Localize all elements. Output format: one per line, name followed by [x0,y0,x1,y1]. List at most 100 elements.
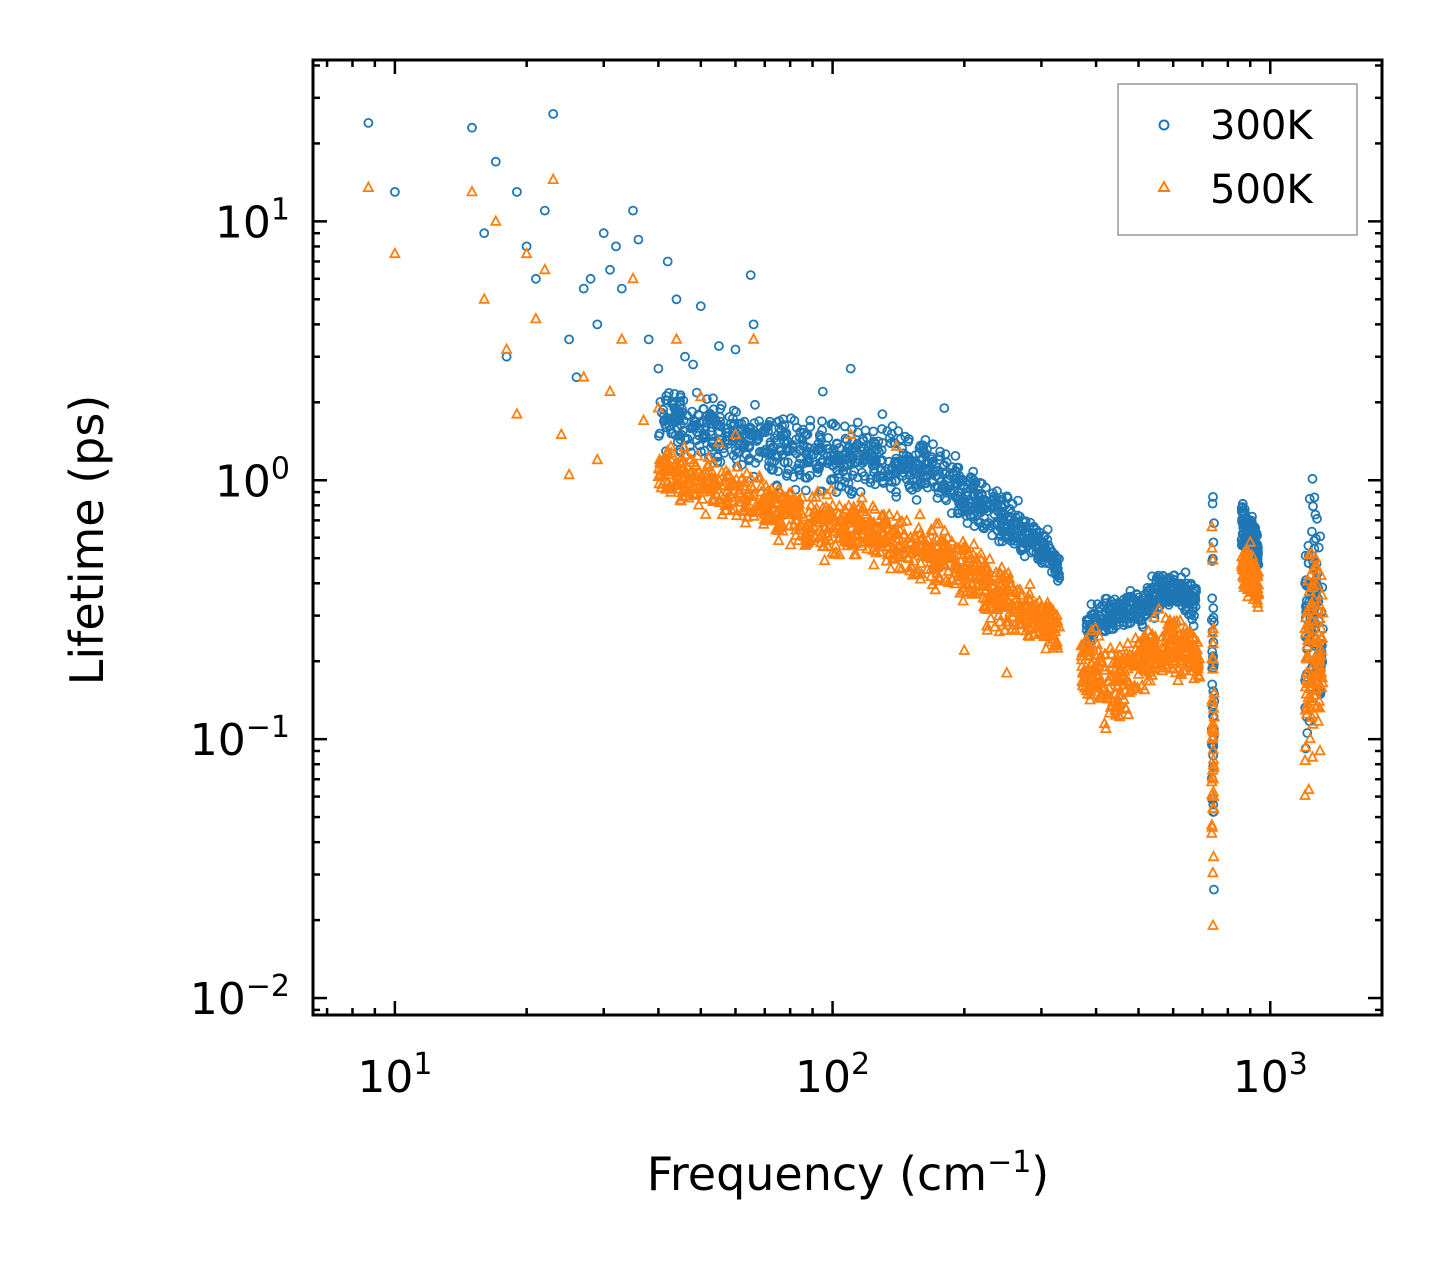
point-500k-band1 [1110,649,1123,661]
point-300k-band0 [760,448,771,459]
point-500k-band0 [1038,627,1051,639]
point-500k-11 [555,427,568,440]
point-300k-band0 [940,449,951,460]
point-500k-band0 [863,532,876,544]
point-300k-band1 [1173,584,1184,594]
point-300k-band0 [823,432,834,443]
point-500k-band0 [1020,607,1033,619]
point-300k-band0 [765,437,776,448]
point-500k-band0 [938,524,951,536]
point-500k-band1 [1093,660,1105,672]
point-500k-16 [615,332,628,344]
point-500k-band0 [665,446,678,458]
point-500k-band1 [1113,709,1126,722]
point-500k-band0 [678,440,691,452]
point-500k-band0 [722,470,735,483]
point-500k-band1 [1173,638,1185,651]
point-500k-band0 [932,557,945,570]
point-300k-band4 [1309,492,1320,503]
point-500k-band0 [684,452,697,464]
point-300k-band1 [1143,586,1154,596]
point-500k-band0 [867,515,880,528]
point-500k-25 [729,427,742,440]
point-500k-3 [478,292,491,304]
point-500k-band0 [739,516,752,528]
point-300k-band0 [678,415,689,426]
point-300k-band1 [1147,571,1157,582]
point-300k-band0 [744,455,754,466]
point-500k-band0 [967,547,980,559]
scatter-points-layer [362,109,1329,930]
point-300k-25 [671,294,682,305]
point-300k-13 [578,283,589,294]
point-500k-band0 [1004,579,1017,591]
point-500k-band4 [1311,699,1324,712]
point-300k-band0 [941,495,952,506]
point-500k-band0 [665,482,678,494]
point-300k-0 [363,118,374,128]
point-500k-19 [652,401,665,413]
point-500k-band2 [1205,826,1218,838]
point-500k-band0 [980,598,993,610]
point-500k-22 [683,485,696,497]
axis-ticks [313,60,1382,1015]
point-500k-band1 [1172,673,1184,685]
point-300k-band1 [1187,606,1198,616]
point-300k-band0 [795,427,806,438]
point-300k-band0 [729,418,740,429]
point-500k-13 [577,370,590,382]
point-300k-band0 [777,420,787,431]
point-500k-band0 [856,539,869,551]
point-500k-27 [844,427,857,440]
point-500k-band1 [1139,661,1152,673]
point-300k-band1 [1173,593,1183,604]
point-300k-band3 [1237,506,1247,517]
point-500k-15 [604,384,616,396]
point-500k-band3 [1250,584,1263,597]
point-500k-17 [627,271,639,284]
point-300k-band1 [1148,592,1159,602]
point-300k-10 [548,109,559,119]
point-500k-band1 [1148,634,1160,647]
point-500k-band0 [967,537,980,549]
point-500k-band4 [1303,548,1316,560]
point-500k-band0 [776,524,789,536]
point-500k-band0 [801,527,814,540]
point-300k-band0 [801,485,811,496]
point-500k-band0 [739,482,752,494]
point-500k-band0 [670,455,683,468]
point-500k-band1 [1166,662,1179,674]
point-500k-band0 [1046,632,1059,644]
point-500k-band0 [672,463,685,475]
axis-tick-labels: 101 102 103 10−2 10−1 100 101 [190,192,1308,1103]
point-300k-band1 [1151,572,1162,583]
point-500k-band1 [1161,628,1173,640]
point-300k-band0 [779,436,789,447]
point-300k-band0 [939,493,950,504]
point-500k-band0 [1050,608,1063,620]
point-500k-band4 [1306,576,1319,588]
point-300k-band0 [890,438,901,449]
point-500k-band0 [949,562,962,574]
point-500k-band0 [954,586,966,598]
point-500k-band4 [1312,714,1325,726]
point-300k-band4 [1307,473,1318,484]
point-300k-band0 [694,440,705,451]
point-300k-band0 [887,421,898,432]
point-500k-band0 [982,571,995,583]
point-300k-band0 [794,469,805,480]
point-500k-band0 [653,476,666,489]
point-300k-band2 [1207,593,1218,604]
point-300k-band0 [876,445,887,456]
point-300k-band0 [773,466,783,477]
point-500k-band1 [1127,650,1140,662]
point-500k-band0 [733,486,746,498]
point-500k-band3 [1251,596,1264,608]
point-300k-band0 [810,442,820,453]
point-300k-6 [512,186,522,197]
point-500k-band0 [701,467,714,479]
point-500k-band0 [977,599,990,612]
point-500k-band4 [1300,687,1313,699]
point-300k-band0 [978,523,989,533]
point-500k-band0 [939,547,952,559]
